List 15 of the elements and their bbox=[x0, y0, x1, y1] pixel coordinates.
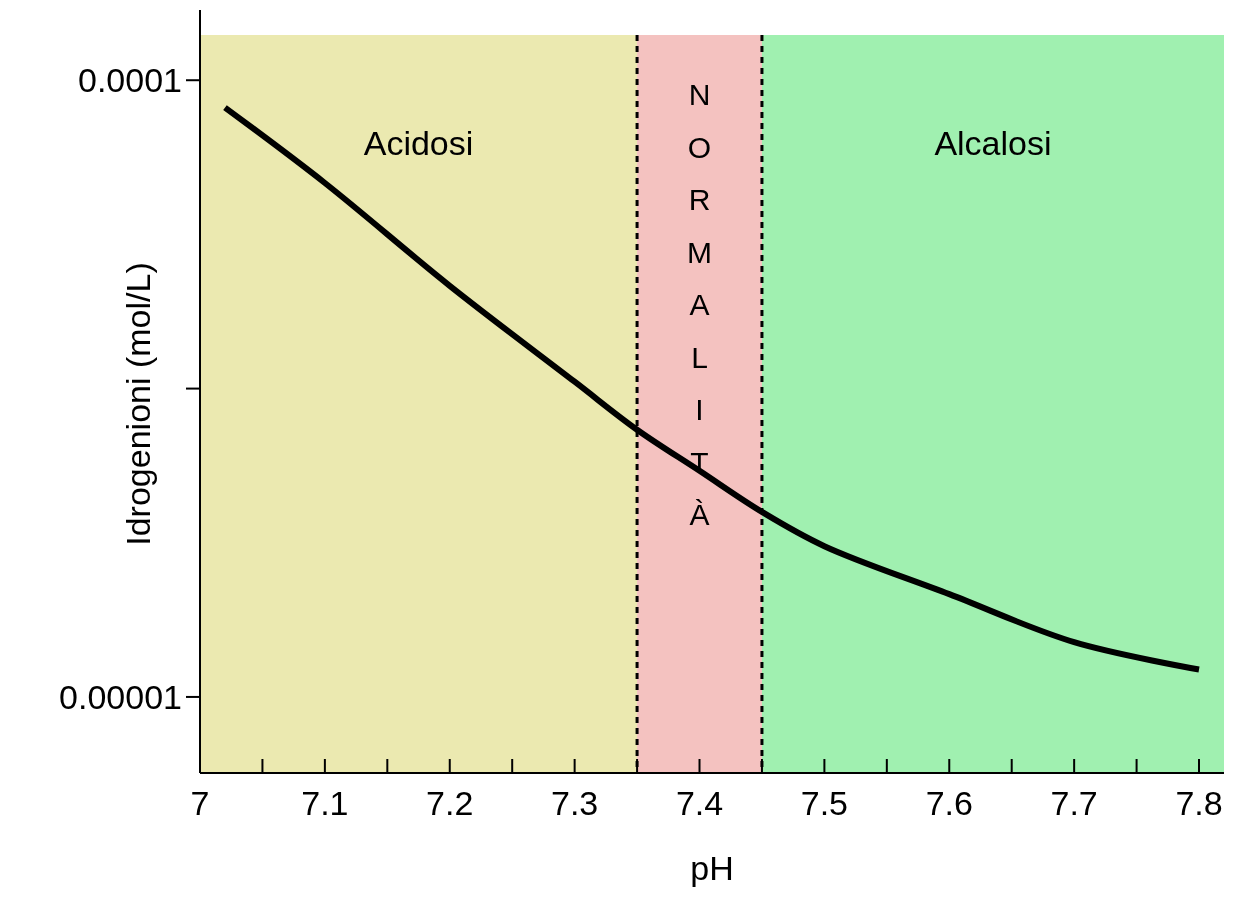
band-label: Acidosi bbox=[363, 124, 474, 162]
band-label: Alcalosi bbox=[934, 124, 1052, 162]
y-axis-title: Idrogenioni (mol/L) bbox=[119, 262, 157, 546]
x-tick-label: 7.7 bbox=[1050, 784, 1098, 822]
x-tick-label: 7.4 bbox=[675, 784, 724, 822]
x-axis-title: pH bbox=[690, 849, 734, 887]
x-tick-label: 7.5 bbox=[800, 784, 849, 822]
x-tick-label: 7.1 bbox=[301, 784, 349, 822]
x-tick-label: 7.2 bbox=[426, 784, 474, 822]
x-tick-label: 7.8 bbox=[1175, 784, 1223, 822]
x-tick-label: 7 bbox=[190, 784, 210, 822]
x-tick-label: 7.6 bbox=[925, 784, 973, 822]
y-tick-label: 0.0001 bbox=[78, 61, 182, 100]
y-tick-label: 0.00001 bbox=[59, 677, 182, 716]
x-tick-label: 7.3 bbox=[551, 784, 599, 822]
